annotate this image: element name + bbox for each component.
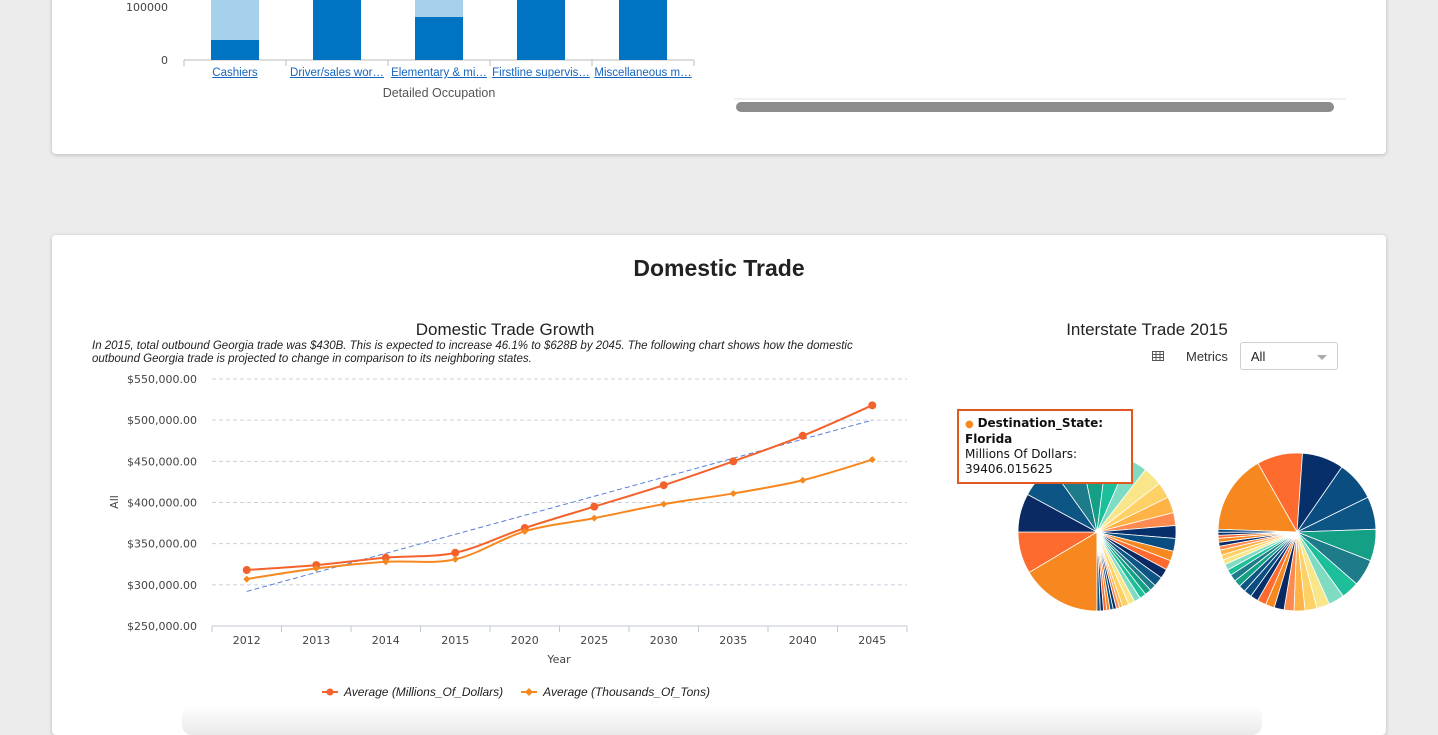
x-tick-label: 2012 bbox=[233, 634, 261, 647]
series-line-tons bbox=[246, 458, 873, 581]
x-tick-label: 2013 bbox=[302, 634, 330, 647]
data-point-dollars bbox=[381, 553, 390, 562]
x-tick-label: 2025 bbox=[580, 634, 608, 647]
y-tick-label: $450,000.00 bbox=[127, 455, 197, 468]
data-point-tons bbox=[243, 575, 251, 583]
data-point-dollars bbox=[729, 457, 738, 466]
data-point-tons bbox=[799, 476, 807, 484]
x-tick-label: 2014 bbox=[372, 634, 400, 647]
chevron-down-icon bbox=[1316, 355, 1327, 360]
data-point-dollars bbox=[798, 431, 807, 440]
bar-segment-light bbox=[211, 0, 259, 40]
bar-segment-dark bbox=[211, 40, 259, 60]
data-point-tons bbox=[521, 527, 529, 535]
series-line-dollars bbox=[246, 404, 873, 572]
y-tick-label: $500,000.00 bbox=[127, 414, 197, 427]
legend-item-tons[interactable]: Average (Thousands_Of_Tons) bbox=[521, 685, 710, 699]
y-tick-label: $300,000.00 bbox=[127, 579, 197, 592]
x-tick-label: 2035 bbox=[719, 634, 747, 647]
tooltip-dot-icon: ● bbox=[965, 419, 974, 430]
occupation-label[interactable]: Miscellaneous m… bbox=[594, 67, 692, 79]
pie-slice-right bbox=[1217, 462, 1298, 533]
bar-segment-dark bbox=[517, 0, 565, 60]
bar-segment-light bbox=[415, 0, 463, 17]
legend-item-dollars[interactable]: Average (Millions_Of_Dollars) bbox=[322, 685, 503, 699]
legend-marker-dollars bbox=[322, 688, 338, 696]
legend-label-tons: Average (Thousands_Of_Tons) bbox=[543, 685, 710, 699]
chart-legend: Average (Millions_Of_Dollars) Average (T… bbox=[322, 685, 710, 699]
bar-segment-dark bbox=[619, 0, 667, 60]
table-icon[interactable] bbox=[1152, 351, 1164, 361]
pie-slice-left bbox=[1096, 531, 1101, 612]
pie-slice-left bbox=[1028, 531, 1098, 612]
data-point-dollars bbox=[590, 502, 599, 511]
data-point-tons bbox=[382, 558, 390, 566]
section-title: Domestic Trade bbox=[633, 255, 805, 281]
x-tick-label: 2015 bbox=[441, 634, 469, 647]
domestic-trade-card: Domestic Trade Domestic Trade Growth In … bbox=[52, 235, 1386, 735]
legend-label-dollars: Average (Millions_Of_Dollars) bbox=[344, 685, 504, 699]
occupation-label[interactable]: Elementary & mi… bbox=[391, 67, 487, 79]
x-tick-label: 2020 bbox=[511, 634, 539, 647]
domestic-trade-line-chart: $550,000.00 $500,000.00 $450,000.00 $400,00… bbox=[108, 373, 908, 666]
interstate-chart-title: Interstate Trade 2015 bbox=[1066, 320, 1228, 339]
data-point-dollars bbox=[451, 548, 460, 557]
occupation-bar-chart: 100000 0 Detailed Occupation bbox=[126, 0, 695, 100]
occupation-card: 100000 0 Detailed Occupation Cashiers Drive… bbox=[52, 0, 1386, 154]
pie-tooltip: ● Destination_State: Florida Millions Of… bbox=[957, 409, 1133, 484]
horizontal-scrollbar[interactable] bbox=[734, 98, 1346, 114]
growth-chart-title: Domestic Trade Growth bbox=[415, 320, 595, 339]
data-point-tons bbox=[660, 500, 668, 508]
bar-segment-dark bbox=[415, 17, 463, 60]
metrics-select-value: All bbox=[1250, 348, 1266, 364]
metrics-bar: Metrics All bbox=[1152, 341, 1338, 371]
tooltip-state: Florida bbox=[965, 432, 1013, 446]
y-tick-label: $350,000.00 bbox=[127, 538, 197, 551]
data-point-dollars bbox=[659, 481, 668, 490]
y-tick-label: 0 bbox=[161, 54, 168, 67]
data-point-tons bbox=[451, 555, 459, 563]
tooltip-value: 39406.015625 bbox=[965, 462, 1053, 476]
y-tick-label: $250,000.00 bbox=[127, 620, 197, 633]
y-tick-label: $400,000.00 bbox=[127, 497, 197, 510]
data-point-tons bbox=[312, 564, 320, 572]
x-axis-title: Year bbox=[546, 653, 571, 666]
data-point-tons bbox=[590, 514, 598, 522]
x-axis-title: Detailed Occupation bbox=[383, 86, 496, 100]
metrics-select[interactable]: All bbox=[1239, 342, 1338, 370]
y-tick-label: 100000 bbox=[126, 1, 168, 14]
tooltip-metric: Millions Of Dollars: bbox=[965, 447, 1078, 461]
y-tick-label: $550,000.00 bbox=[127, 373, 197, 386]
metrics-label: Metrics bbox=[1186, 348, 1228, 364]
bar-segment-dark bbox=[313, 0, 361, 60]
data-point-tons bbox=[729, 489, 737, 497]
bottom-fade bbox=[182, 705, 1262, 735]
data-point-dollars bbox=[242, 566, 251, 575]
x-tick-label: 2040 bbox=[789, 634, 817, 647]
occupation-label[interactable]: Firstline supervis… bbox=[492, 67, 590, 79]
x-tick-label: 2030 bbox=[650, 634, 678, 647]
y-axis-title: All bbox=[108, 495, 121, 509]
tooltip-field: Destination_State: bbox=[977, 416, 1104, 430]
occupation-label[interactable]: Driver/sales wor… bbox=[290, 67, 384, 79]
x-tick-label: 2045 bbox=[858, 634, 886, 647]
pie-slice-right bbox=[1217, 528, 1298, 533]
data-point-dollars bbox=[868, 401, 877, 410]
growth-chart-description: In 2015, total outbound Georgia trade wa… bbox=[92, 340, 853, 365]
data-point-tons bbox=[868, 456, 876, 464]
legend-marker-tons bbox=[521, 688, 538, 696]
occupation-label[interactable]: Cashiers bbox=[212, 67, 258, 79]
